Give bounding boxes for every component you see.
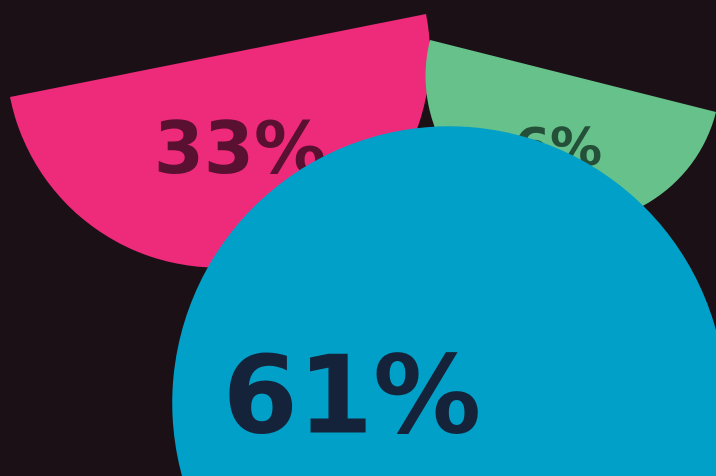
slice-61-label: 61% — [223, 334, 482, 459]
slice-61-shape — [172, 126, 716, 476]
slice-61: 61% — [172, 126, 716, 476]
